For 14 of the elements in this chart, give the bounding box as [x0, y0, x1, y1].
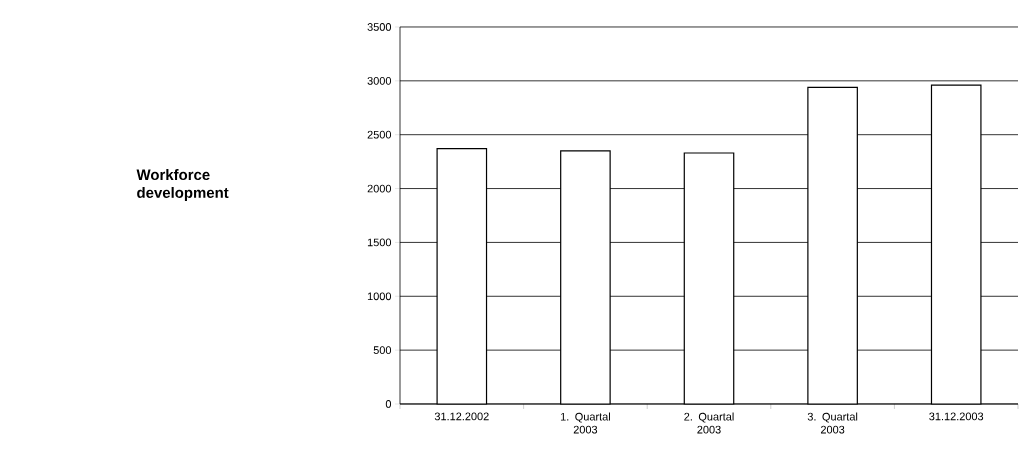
y-tick-label: 500: [373, 346, 392, 355]
x-tick-label: 31.12.2002: [434, 412, 489, 421]
x-tick-label: 31.12.2003: [929, 412, 984, 421]
y-tick-label: 0: [385, 400, 392, 408]
y-tick-label: 3000: [367, 76, 392, 85]
y-tick-label: 1000: [367, 292, 392, 301]
x-tick-label: 2. Quartal 2003: [684, 412, 734, 434]
x-tick-label: 3. Quartal 2003: [807, 412, 858, 434]
x-tick-label: 1. Quartal 2003: [560, 412, 610, 434]
y-tick-label: 3500: [367, 23, 392, 31]
text: Workforce development: [136, 169, 229, 201]
y-tick-label: 1500: [367, 238, 392, 247]
y-tick-label: 2500: [367, 130, 392, 139]
y-tick-label: 2000: [367, 184, 392, 193]
